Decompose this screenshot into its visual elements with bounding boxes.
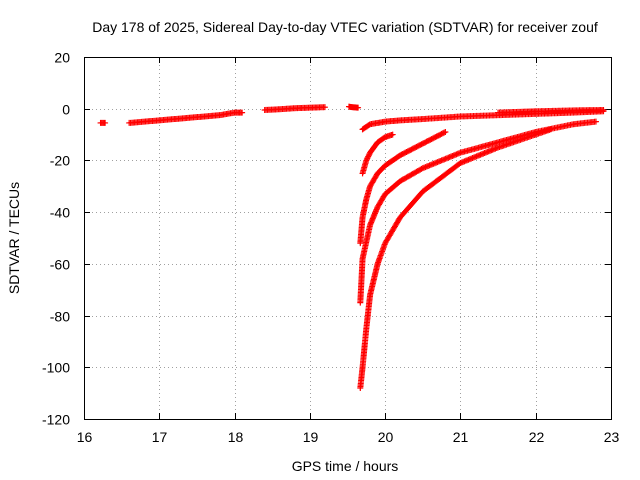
data-points <box>97 103 607 391</box>
series-sat-9 <box>357 126 554 391</box>
x-tick-label: 20 <box>378 429 394 445</box>
y-tick-label: -40 <box>50 205 70 221</box>
y-tick-label: -100 <box>42 360 70 376</box>
y-tick-label: -80 <box>50 309 70 325</box>
x-axis-label: GPS time / hours <box>292 458 399 474</box>
plot-frame <box>84 57 612 420</box>
x-tick-label: 21 <box>453 429 469 445</box>
y-axis-label: SDTVAR / TECUs <box>6 182 22 294</box>
y-tick-label: -20 <box>50 153 70 169</box>
data-point <box>389 131 396 138</box>
series-sat-3 <box>261 104 328 114</box>
series-sat-10 <box>495 107 607 116</box>
x-tick-label: 22 <box>529 429 545 445</box>
series-sat-8 <box>357 118 599 306</box>
x-tick-label: 18 <box>228 429 244 445</box>
data-point <box>441 129 448 136</box>
series-sat-7 <box>357 128 449 247</box>
x-tick-label: 17 <box>152 429 168 445</box>
series-sat-4 <box>346 103 362 111</box>
data-point <box>547 126 554 133</box>
chart-title: Day 178 of 2025, Sidereal Day-to-day VTE… <box>92 19 598 35</box>
data-point <box>102 119 109 126</box>
series-sat-1 <box>97 119 109 126</box>
y-tick-label: -120 <box>42 412 70 428</box>
series-sat-6 <box>359 131 396 177</box>
data-point <box>321 104 328 111</box>
data-point <box>442 128 449 135</box>
x-tick-label: 16 <box>77 429 93 445</box>
y-tick-label: 0 <box>62 102 70 118</box>
x-tick-label: 19 <box>303 429 319 445</box>
data-point <box>239 109 246 116</box>
y-tick-label: 20 <box>54 50 70 66</box>
data-point <box>600 107 607 114</box>
y-tick-label: -60 <box>50 257 70 273</box>
x-tick-label: 23 <box>604 429 620 445</box>
data-point <box>355 104 362 111</box>
data-point <box>592 118 599 125</box>
series-sat-2 <box>126 109 246 126</box>
axis-ticks: 16 17 18 19 20 21 22 23 20 0 -20 -40 -60 -80 -100 -120 <box>42 50 620 446</box>
